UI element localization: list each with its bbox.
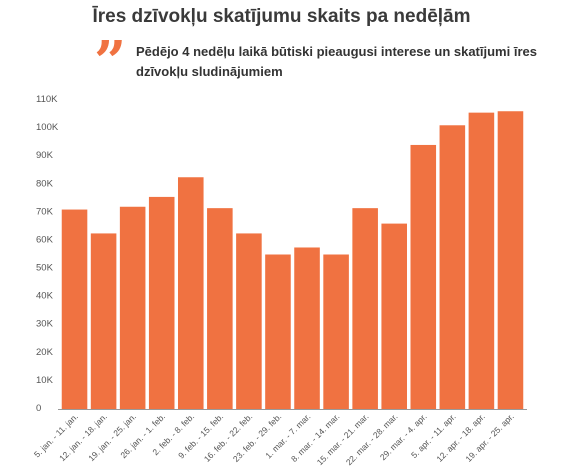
bar xyxy=(119,206,146,409)
y-tick-label: 70K xyxy=(36,206,54,217)
y-tick-label: 110K xyxy=(36,94,58,105)
bar xyxy=(323,254,349,409)
bar xyxy=(294,247,320,409)
y-tick-label: 20K xyxy=(36,347,54,358)
bar xyxy=(207,208,233,409)
bar xyxy=(352,208,378,409)
bars xyxy=(61,111,524,410)
y-tick-label: 50K xyxy=(36,263,54,274)
x-tick-label: 15. mar. - 21. mar. xyxy=(315,411,371,467)
y-tick-label: 10K xyxy=(36,375,54,386)
chart-subtitle: Pēdējo 4 nedēļu laikā būtiski pieaugusi … xyxy=(136,44,537,79)
chart-title: Īres dzīvokļu skatījumu skaits pa nedēļā… xyxy=(92,6,471,27)
y-tick-label: 40K xyxy=(36,291,54,302)
y-tick-label: 0 xyxy=(36,403,41,414)
bar xyxy=(381,223,407,409)
bar xyxy=(61,209,88,409)
y-tick-label: 100K xyxy=(36,122,59,133)
x-axis-ticks: 5. jan. - 11. jan.12. jan. - 18. jan.19.… xyxy=(32,411,516,467)
quote-icon: ” xyxy=(94,29,127,95)
y-tick-label: 30K xyxy=(36,319,54,330)
bar xyxy=(439,125,466,409)
y-tick-label: 90K xyxy=(36,150,54,161)
y-axis-ticks: 0 10K 20K 30K 40K 50K 60K 70K 80K 90K 100K 110K xyxy=(36,94,59,414)
x-tick-label: 22. mar. - 28. mar. xyxy=(344,411,400,467)
bar xyxy=(497,111,524,410)
bar xyxy=(90,233,117,409)
y-tick-label: 60K xyxy=(36,234,54,245)
bar xyxy=(265,254,291,409)
bar xyxy=(468,112,495,409)
bar xyxy=(410,144,437,409)
bar xyxy=(177,177,204,409)
y-tick-label: 80K xyxy=(36,178,54,189)
bar xyxy=(236,233,262,409)
bar xyxy=(148,196,175,409)
